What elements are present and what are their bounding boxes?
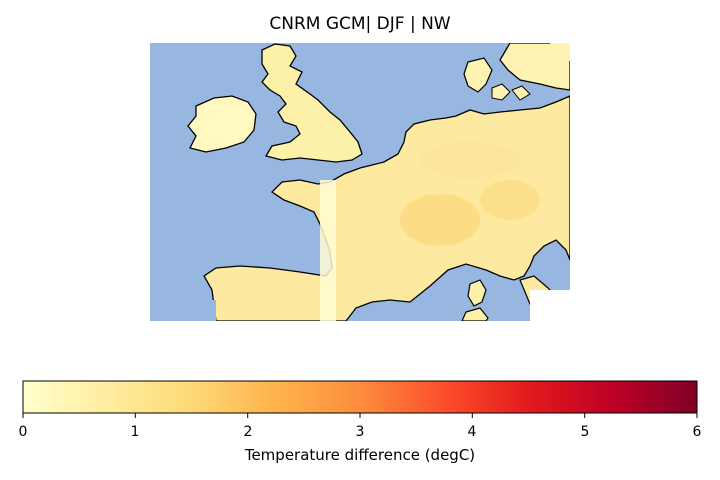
colorbar-tick-5: 5 bbox=[580, 424, 590, 440]
land-denmark bbox=[463, 57, 493, 93]
land-danish-islands bbox=[491, 83, 531, 101]
colorbar-tick-0: 0 bbox=[18, 424, 28, 440]
colorbar-tick-6: 6 bbox=[692, 424, 702, 440]
land-great-britain bbox=[261, 43, 363, 163]
colorbar-ticks bbox=[22, 413, 698, 418]
map-panel bbox=[150, 43, 570, 321]
colorbar-gradient bbox=[22, 380, 698, 414]
colorbar-tick-3: 3 bbox=[355, 424, 365, 440]
colorbar-tick-4: 4 bbox=[467, 424, 477, 440]
temperature-anomaly-patches bbox=[400, 142, 540, 246]
land-corsica bbox=[467, 279, 487, 307]
warm-patch-central bbox=[400, 194, 480, 246]
colorbar-label: Temperature difference (degC) bbox=[244, 446, 476, 464]
map-title: CNRM GCM| DJF | NW bbox=[269, 14, 451, 34]
colorbar bbox=[22, 380, 698, 418]
colorbar-tick-2: 2 bbox=[243, 424, 253, 440]
land-sardinia bbox=[461, 307, 489, 321]
warm-patch-east bbox=[480, 180, 540, 220]
colorbar-tick-1: 1 bbox=[130, 424, 140, 440]
grid-strip bbox=[320, 180, 336, 321]
missing-data bbox=[150, 43, 570, 321]
warm-patch-north bbox=[420, 142, 520, 178]
land-ireland bbox=[187, 95, 257, 153]
